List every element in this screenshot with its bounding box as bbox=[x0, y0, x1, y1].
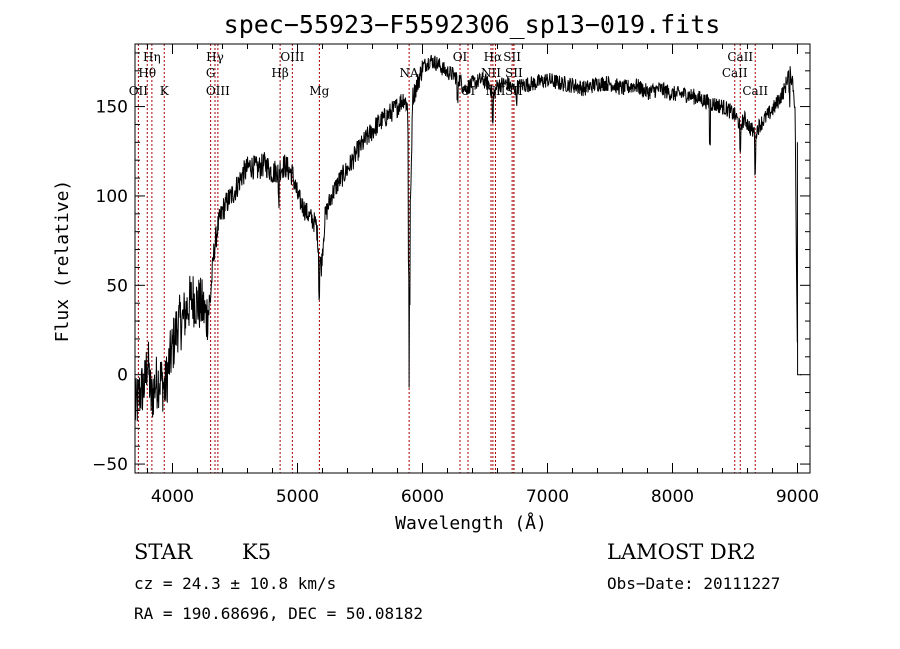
chart-title: spec−55923−F5592306_sp13−019.fits bbox=[224, 10, 721, 39]
spectral-line-label: Hα bbox=[484, 50, 503, 64]
axis-tick-labels: 4000 5000 6000 7000 8000 9000 −50 0 50 100 150 bbox=[92, 98, 819, 507]
spectral-line-label: OI bbox=[453, 50, 468, 64]
y-axis-label: Flux (relative) bbox=[52, 180, 73, 343]
survey-name: LAMOST DR2 bbox=[607, 540, 756, 564]
spectral-line-label: SII bbox=[503, 50, 521, 64]
x-tick-label: 4000 bbox=[151, 487, 194, 507]
y-tick-label: 150 bbox=[96, 98, 128, 118]
x-tick-label: 7000 bbox=[526, 487, 569, 507]
y-tick-label: 0 bbox=[117, 366, 128, 386]
spectral-line-label: CaII bbox=[722, 66, 748, 80]
spectral-line-label: Hθ bbox=[138, 66, 156, 80]
spectral-line-label: NII bbox=[481, 66, 501, 80]
y-tick-label: 100 bbox=[96, 187, 128, 207]
object-subclass: K5 bbox=[242, 540, 271, 564]
spectrum-line bbox=[134, 54, 802, 422]
spectral-line-label: SII bbox=[505, 66, 523, 80]
spectral-line-label: NA bbox=[400, 66, 420, 80]
sky-coordinates: RA = 190.68696, DEC = 50.08182 bbox=[134, 604, 423, 623]
spectral-line-markers bbox=[137, 44, 756, 473]
x-tick-label: 8000 bbox=[651, 487, 694, 507]
spectral-line-label: G bbox=[206, 66, 216, 80]
y-tick-label: 50 bbox=[106, 276, 128, 296]
axis-ticks bbox=[135, 44, 810, 473]
spectral-line-label: OIII bbox=[280, 50, 304, 64]
spectral-line-label: Hγ bbox=[206, 50, 224, 64]
object-class: STAR bbox=[134, 540, 193, 564]
y-tick-label: −50 bbox=[92, 455, 128, 475]
observation-date: Obs−Date: 20111227 bbox=[607, 574, 780, 593]
spectral-line-label: Mg bbox=[309, 84, 329, 98]
spectral-line-label: CaII bbox=[742, 84, 768, 98]
spectral-line-label: K bbox=[160, 84, 170, 98]
x-tick-label: 5000 bbox=[276, 487, 319, 507]
spectral-line-label: Hβ bbox=[271, 66, 288, 80]
spectral-line-label: OII bbox=[129, 84, 149, 98]
spectral-line-label: OIII bbox=[206, 84, 230, 98]
spectral-line-label: Hη bbox=[143, 50, 161, 64]
x-tick-label: 6000 bbox=[401, 487, 444, 507]
x-axis-label: Wavelength (Å) bbox=[395, 512, 547, 534]
spectral-line-label: CaII bbox=[727, 50, 753, 64]
redshift-velocity: cz = 24.3 ± 10.8 km/s bbox=[134, 574, 336, 593]
x-tick-label: 9000 bbox=[776, 487, 819, 507]
